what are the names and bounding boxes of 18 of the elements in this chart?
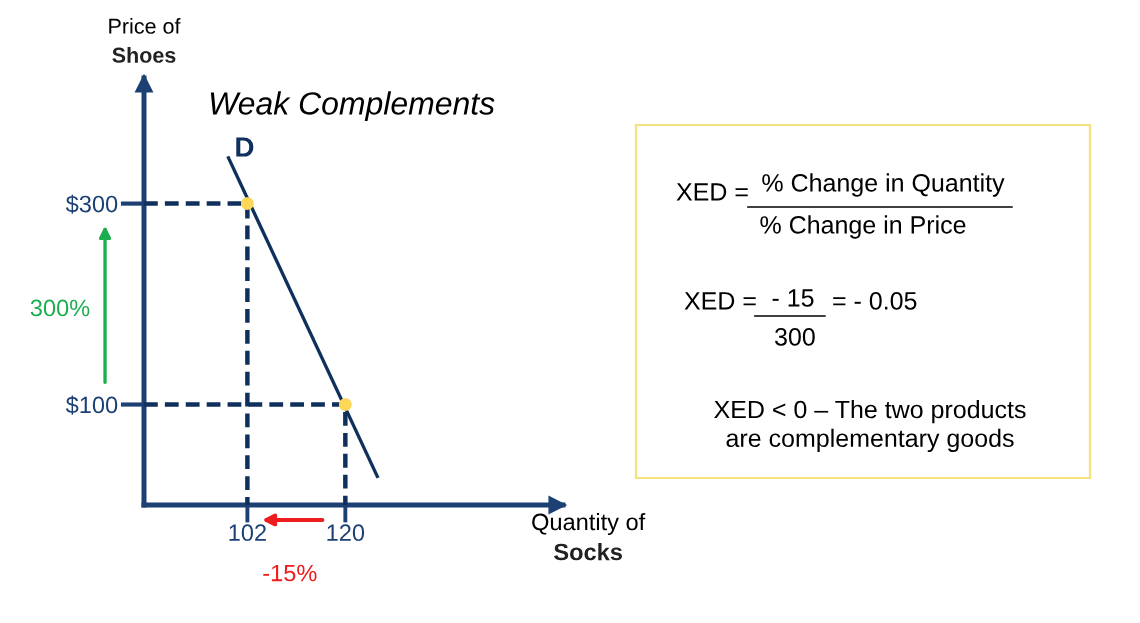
text: XED = bbox=[676, 183, 748, 201]
text: - 15 bbox=[772, 289, 814, 307]
text: 300% bbox=[30, 299, 90, 317]
text: XED < 0 – The two products are complementary goods bbox=[714, 399, 1026, 453]
series-label: D bbox=[236, 137, 254, 157]
text: % Change in Quantity bbox=[762, 173, 1005, 197]
text: XED = bbox=[684, 292, 756, 310]
x-tick-label: 102 bbox=[229, 524, 266, 542]
text: % Change in Price bbox=[760, 215, 966, 239]
text: 300 bbox=[775, 328, 815, 346]
chart-title: Weak Complements bbox=[210, 91, 495, 122]
y-axis-title: Price of Shoes bbox=[109, 18, 181, 63]
y-tick-label: $100 bbox=[65, 395, 118, 415]
text: -15% bbox=[263, 564, 317, 582]
text: = - 0.05 bbox=[833, 291, 917, 310]
x-axis-title: Quantity of Socks bbox=[532, 513, 646, 561]
y-tick-label: $300 bbox=[65, 194, 118, 214]
x-tick-label: 120 bbox=[327, 524, 365, 542]
